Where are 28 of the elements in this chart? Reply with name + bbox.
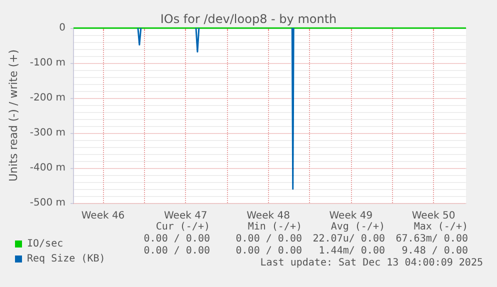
text: Last update: Sat Dec 13 04:00:09 2025 (260, 258, 483, 268)
text: 1.44m/ 0.00 (318, 246, 385, 256)
x-tick-label: Week 47 (164, 210, 208, 222)
text: 67.63m/ 0.00 (396, 234, 468, 244)
text: Cur (-/+) (156, 222, 210, 232)
text: Min (-/+) (248, 222, 302, 232)
x-tick-label: Week 50 (412, 210, 456, 222)
text: Avg (-/+) (330, 222, 385, 232)
legend-label: Req Size (KB) (27, 254, 106, 264)
text: 0.00 / 0.00 (236, 234, 302, 244)
y-tick-label: -200 m (30, 92, 66, 104)
y-axis-title: Units read (-) / write (+) (7, 49, 20, 182)
x-tick-label: Week 49 (329, 210, 373, 222)
y-tick-label: -400 m (30, 162, 66, 174)
text: 0.00 / 0.00 (236, 246, 302, 256)
legend-label: IO/sec (27, 238, 64, 250)
y-tick-label: 0 (59, 22, 66, 34)
y-tick-label: -300 m (30, 128, 66, 138)
text: 0.00 / 0.00 (144, 246, 210, 256)
text: 22.07u/ 0.00 (312, 234, 385, 244)
y-tick-label: -100 m (30, 58, 66, 68)
chart-title: IOs for /dev/loop8 - by month (160, 12, 337, 26)
y-tick-label: -500 m (30, 198, 66, 208)
x-tick-label: Week 48 (246, 210, 290, 222)
text: Max (-/+) (414, 222, 468, 232)
x-tick-label: Week 46 (81, 210, 125, 222)
text: 9.48 / 0.00 (402, 246, 468, 256)
text: 0.00 / 0.00 (144, 234, 210, 244)
